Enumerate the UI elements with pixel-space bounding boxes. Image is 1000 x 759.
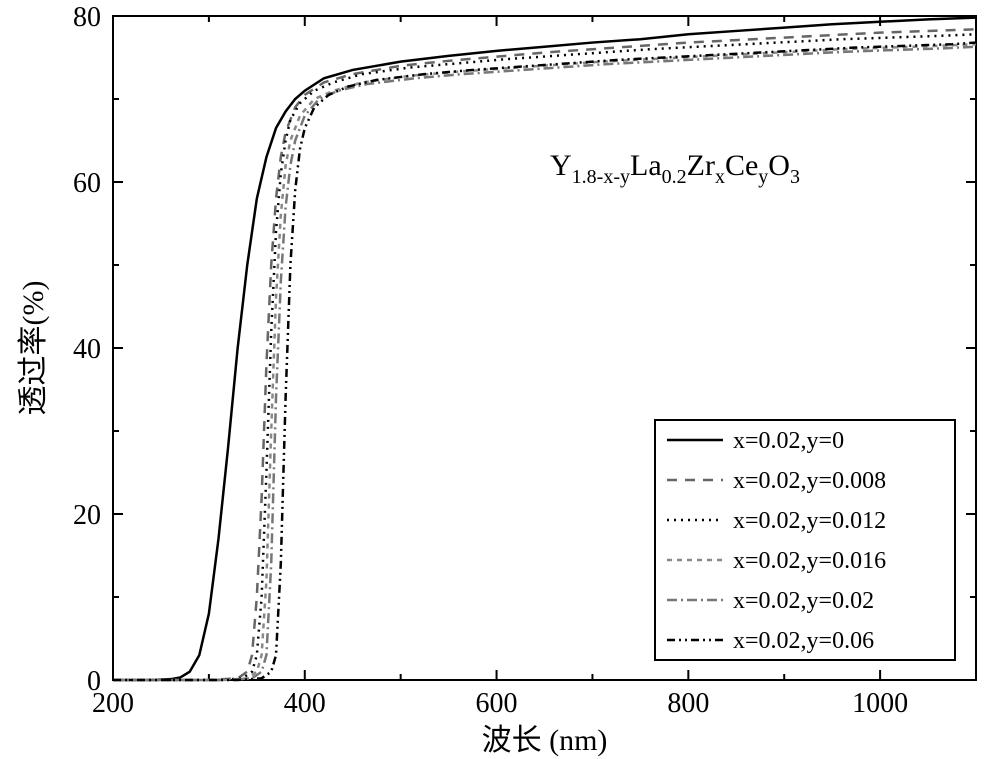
y-tick-label: 60 [73,168,101,199]
y-tick-label: 20 [73,500,101,531]
y-tick-label: 40 [73,334,101,365]
transmittance-chart: 2004006008001000020406080波长 (nm)透过率(%)Y1… [0,0,1000,759]
x-axis-label: 波长 (nm) [482,724,608,757]
legend-label-3: x=0.02,y=0.016 [733,548,886,574]
y-axis-label: 透过率(%) [17,281,50,416]
legend-label-1: x=0.02,y=0.008 [733,468,886,494]
legend-label-2: x=0.02,y=0.012 [733,508,886,534]
x-tick-label: 1000 [852,688,908,719]
formula-annotation: Y1.8-x-yLa0.2ZrxCeyO3 [550,149,800,188]
legend-label-5: x=0.02,y=0.06 [733,628,874,654]
x-tick-label: 400 [284,688,326,719]
legend-label-0: x=0.02,y=0 [733,428,844,454]
chart-container: 2004006008001000020406080波长 (nm)透过率(%)Y1… [0,0,1000,759]
x-tick-label: 600 [476,688,518,719]
y-tick-label: 0 [87,666,101,697]
y-tick-label: 80 [73,2,101,33]
x-tick-label: 800 [667,688,709,719]
legend-label-4: x=0.02,y=0.02 [733,588,874,614]
legend-box [655,420,955,660]
